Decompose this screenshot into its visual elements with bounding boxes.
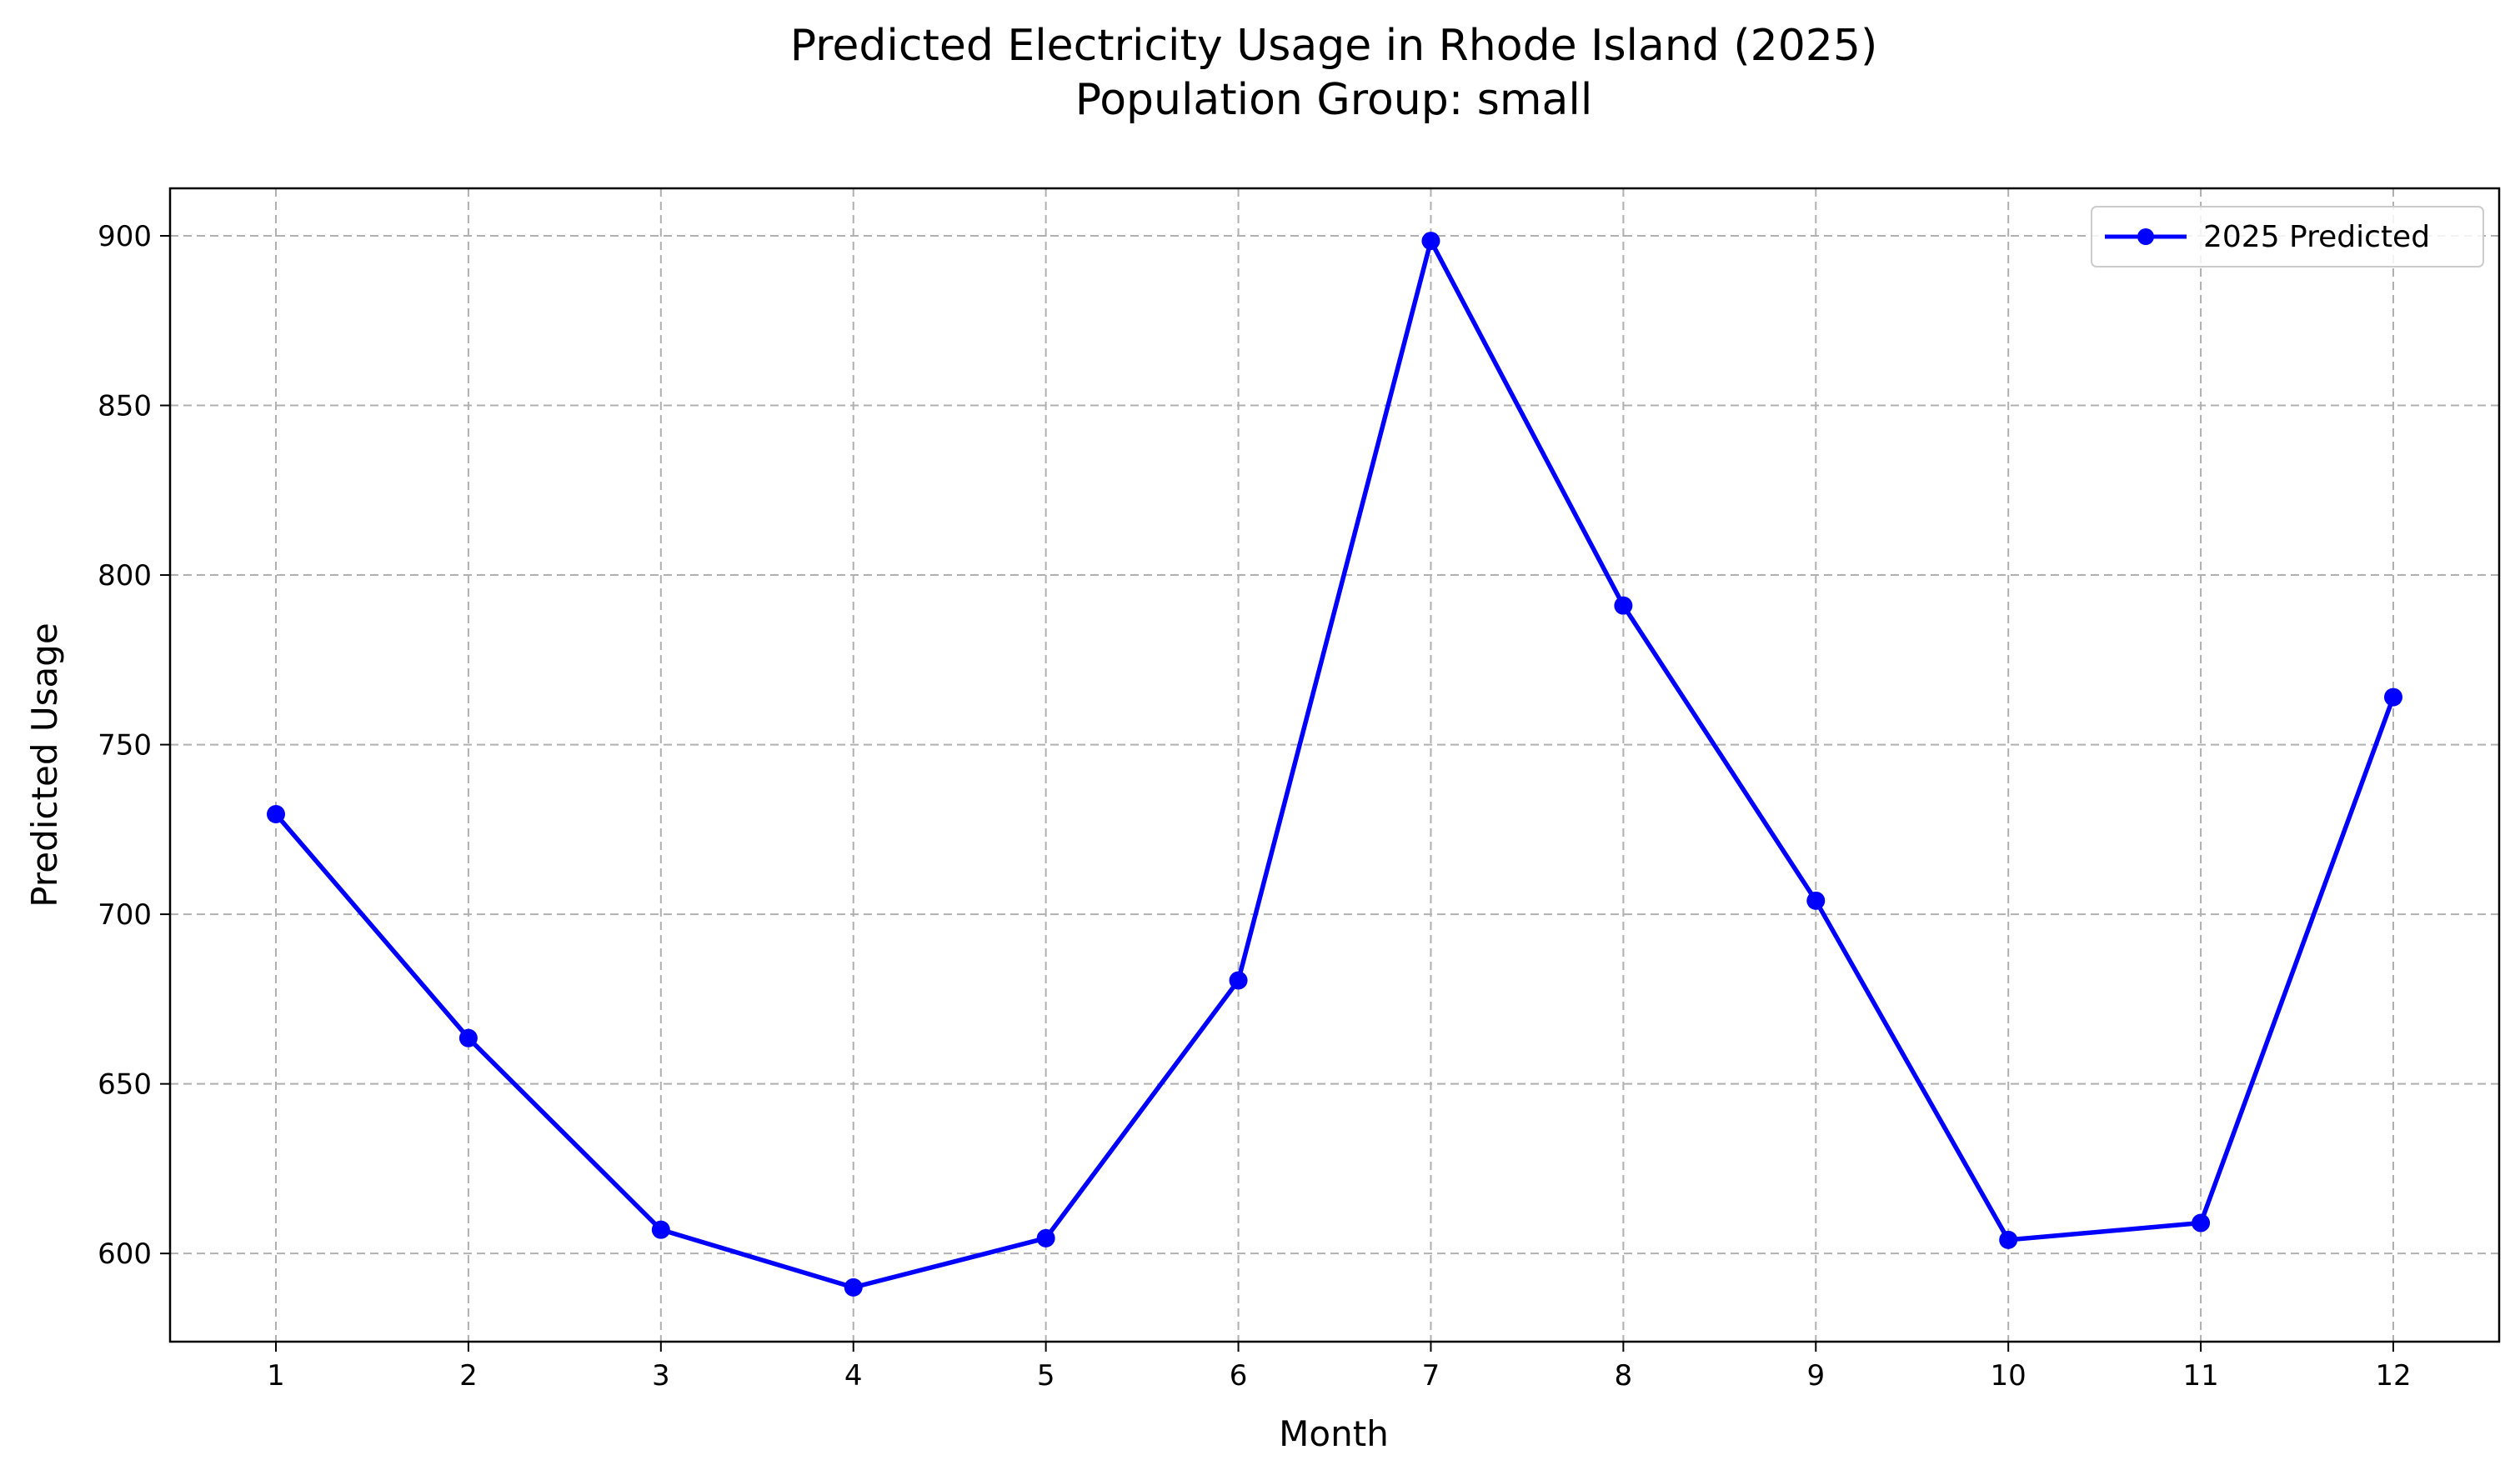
x-tick-label: 9: [1806, 1359, 1825, 1392]
x-axis-label: Month: [1279, 1413, 1389, 1454]
y-tick-label: 900: [98, 220, 152, 253]
y-tick-label: 650: [98, 1068, 152, 1102]
data-point: [1421, 232, 1440, 251]
y-axis-label: Predicted Usage: [24, 622, 65, 907]
y-axis: 600 650 700 750 800 850 900: [98, 220, 170, 1271]
y-tick-label: 700: [98, 898, 152, 932]
series-line: [273, 238, 2396, 1290]
chart-title: Predicted Electricity Usage in Rhode Isl…: [790, 21, 1878, 71]
series-2025-predicted: [267, 232, 2402, 1297]
legend-marker-swatch: [2137, 228, 2154, 245]
x-tick-label: 4: [844, 1359, 863, 1392]
y-tick-label: 600: [98, 1238, 152, 1271]
x-tick-label: 11: [2182, 1359, 2218, 1392]
x-tick-label: 1: [267, 1359, 285, 1392]
x-tick-label: 7: [1422, 1359, 1440, 1392]
data-point: [844, 1278, 863, 1297]
data-point: [1614, 596, 1633, 615]
x-tick-label: 8: [1615, 1359, 1633, 1392]
data-point: [1229, 971, 1248, 990]
data-point: [2192, 1213, 2211, 1232]
data-point: [458, 1028, 478, 1048]
data-point: [1806, 891, 1826, 910]
x-tick-label: 5: [1037, 1359, 1055, 1392]
data-point: [1999, 1230, 2018, 1249]
y-tick-label: 800: [98, 559, 152, 592]
legend-box: [2091, 206, 2484, 268]
x-axis: 1 2 3 4 5 6 7 8 9 10 11 12: [267, 1342, 2412, 1392]
plot-area-frame: [168, 187, 2501, 1343]
data-point: [1036, 1228, 1055, 1248]
y-tick-label: 850: [98, 390, 152, 423]
x-tick-label: 6: [1230, 1359, 1248, 1392]
y-tick-label: 750: [98, 729, 152, 762]
chart-subtitle: Population Group: small: [1075, 75, 1593, 125]
x-tick-label: 2: [459, 1359, 478, 1392]
legend-entry-2025-predicted: 2025 Predicted: [2203, 220, 2430, 254]
legend: 2025 Predicted: [2091, 206, 2484, 268]
data-point: [2384, 688, 2402, 707]
x-tick-label: 10: [1991, 1359, 2027, 1392]
data-point: [651, 1220, 670, 1239]
x-tick-label: 12: [2375, 1359, 2411, 1392]
x-tick-label: 3: [652, 1359, 670, 1392]
data-point: [267, 805, 285, 824]
